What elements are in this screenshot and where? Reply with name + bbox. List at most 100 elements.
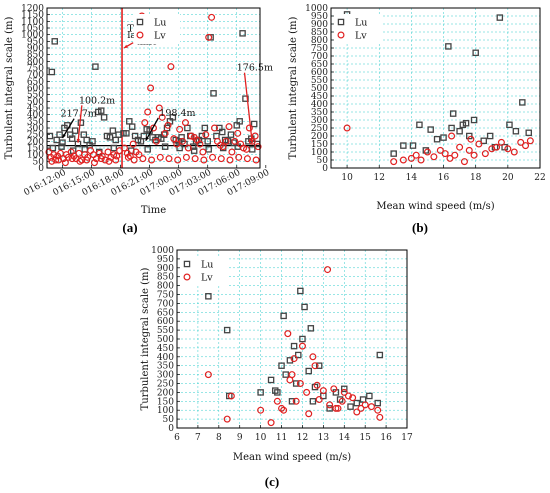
data-point-lu bbox=[272, 387, 279, 394]
plot-frame bbox=[330, 7, 541, 169]
data-point-lv bbox=[412, 151, 420, 159]
legend-label: Lv bbox=[355, 31, 367, 42]
data-point-lu bbox=[448, 124, 455, 132]
data-point-lv bbox=[226, 156, 234, 164]
data-point-lu bbox=[353, 399, 361, 407]
y-tick-label: 400 bbox=[157, 353, 174, 363]
data-point-lv bbox=[273, 397, 281, 405]
x-tick-label: 10 bbox=[255, 433, 267, 443]
x-axis-label: Time bbox=[141, 205, 166, 216]
x-axis-label: Mean wind speed (m/s) bbox=[376, 201, 494, 212]
data-point-lv bbox=[235, 153, 243, 161]
data-point-lu bbox=[366, 392, 373, 400]
data-point-lu bbox=[97, 107, 105, 114]
arrow-198m-head bbox=[145, 136, 150, 141]
data-point-lu bbox=[190, 147, 198, 154]
data-point-lv bbox=[305, 410, 313, 418]
data-point-lu bbox=[347, 403, 354, 410]
data-point-lu bbox=[58, 143, 65, 150]
y-tick-label: 800 bbox=[311, 36, 328, 46]
y-tick-label: 650 bbox=[311, 60, 328, 70]
data-point-lv bbox=[448, 132, 456, 140]
data-point-lv bbox=[208, 13, 216, 21]
data-point-lu bbox=[315, 362, 323, 369]
data-point-lv bbox=[182, 153, 190, 161]
data-point-lv bbox=[467, 135, 475, 143]
data-point-lv bbox=[481, 150, 489, 158]
y-tick-label: 750 bbox=[27, 64, 44, 74]
data-point-lu bbox=[445, 43, 452, 50]
data-point-lv bbox=[92, 155, 100, 163]
data-point-lv bbox=[303, 388, 311, 396]
data-point-lu bbox=[341, 385, 348, 393]
data-point-lv bbox=[158, 113, 166, 121]
data-point-lv bbox=[83, 156, 91, 164]
data-point-lv bbox=[135, 151, 143, 159]
data-point-lv bbox=[423, 148, 431, 156]
y-tick-label: 450 bbox=[27, 104, 44, 114]
data-point-lv bbox=[55, 156, 63, 164]
data-point-lu bbox=[512, 127, 520, 135]
data-point-lv bbox=[210, 124, 218, 132]
data-point-lv bbox=[144, 108, 152, 116]
data-point-lu bbox=[48, 68, 56, 76]
arrow-100m bbox=[77, 105, 83, 143]
data-point-lv bbox=[517, 138, 525, 146]
data-point-lv bbox=[332, 404, 340, 412]
y-tick-label: 300 bbox=[157, 371, 174, 381]
data-point-lu bbox=[311, 383, 319, 391]
data-point-lu bbox=[332, 389, 340, 396]
data-point-lv bbox=[446, 154, 454, 162]
data-point-lv bbox=[97, 155, 105, 163]
data-point-lv bbox=[326, 401, 334, 409]
data-point-lv bbox=[475, 140, 483, 148]
panel-b: 0501001502002503003504004505005506006507… bbox=[288, 4, 546, 235]
data-point-lv bbox=[184, 144, 192, 152]
data-point-lv bbox=[390, 158, 398, 166]
data-point-lv bbox=[280, 406, 288, 414]
data-point-lv bbox=[357, 404, 365, 412]
y-tick-label: 150 bbox=[27, 144, 44, 154]
data-point-lu bbox=[56, 131, 63, 138]
data-point-lv bbox=[252, 156, 260, 164]
y-tick-label: 600 bbox=[27, 84, 44, 94]
data-point-lv bbox=[148, 156, 156, 164]
series-lv bbox=[204, 266, 384, 427]
data-point-lv bbox=[173, 140, 181, 148]
y-tick-label: 1000 bbox=[151, 246, 174, 256]
data-point-lu bbox=[205, 293, 212, 300]
data-point-lv bbox=[205, 33, 213, 41]
data-point-lu bbox=[100, 114, 108, 121]
x-tick-label: 18 bbox=[470, 173, 482, 183]
y-tick-label: 950 bbox=[157, 255, 174, 265]
arrow-176m bbox=[243, 72, 253, 144]
data-point-lv bbox=[200, 156, 208, 164]
data-point-lu bbox=[519, 99, 526, 106]
data-point-lv bbox=[311, 362, 319, 370]
series-lv bbox=[343, 124, 534, 166]
y-tick-label: 200 bbox=[27, 137, 44, 147]
legend: Lu Lv bbox=[335, 14, 381, 44]
data-point-lv bbox=[101, 156, 109, 164]
data-point-lv bbox=[441, 150, 449, 158]
legend-label: Lu bbox=[355, 18, 367, 29]
data-point-lu bbox=[309, 398, 317, 405]
legend: Lu Lv bbox=[134, 14, 180, 44]
data-point-lv bbox=[165, 155, 173, 163]
data-point-lv bbox=[313, 381, 321, 389]
data-point-lv bbox=[257, 406, 265, 414]
x-tick-label: 16 bbox=[438, 173, 450, 183]
y-tick-label: 1050 bbox=[21, 24, 44, 34]
data-point-lv bbox=[361, 401, 369, 409]
y-tick-label: 150 bbox=[157, 397, 174, 407]
arrow-100m-head bbox=[76, 138, 81, 143]
y-tick-label: 650 bbox=[157, 308, 174, 318]
data-point-lu bbox=[416, 121, 423, 129]
data-point-lu bbox=[236, 118, 243, 125]
data-point-lv bbox=[243, 155, 251, 163]
panel-c: 0501001502002503003504004505005506006507… bbox=[140, 246, 413, 489]
data-point-lu bbox=[301, 303, 308, 311]
data-point-lu bbox=[109, 127, 117, 134]
data-point-lv bbox=[104, 148, 112, 156]
data-point-lu bbox=[282, 371, 289, 378]
